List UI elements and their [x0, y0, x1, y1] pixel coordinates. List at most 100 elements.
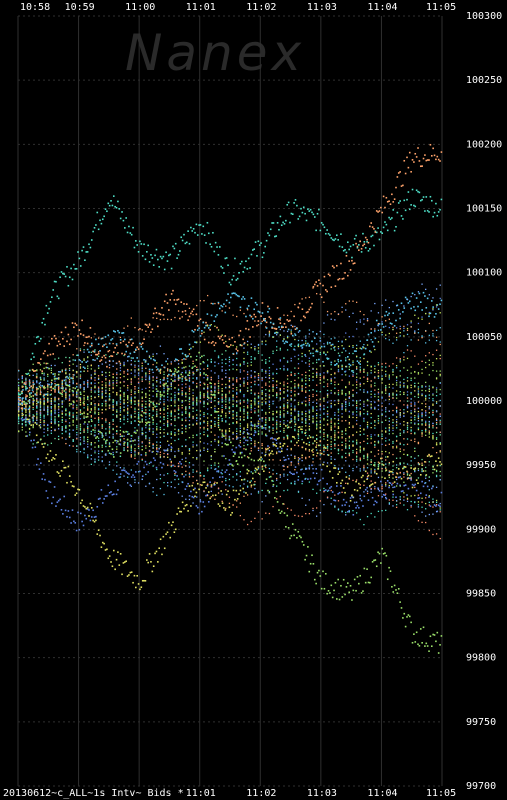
trace-point	[326, 413, 329, 415]
trace-point	[148, 400, 151, 402]
data-point	[291, 213, 294, 215]
trace-point	[163, 407, 165, 409]
data-point	[34, 446, 37, 448]
trace-point	[359, 415, 361, 417]
data-point	[391, 470, 393, 473]
data-point	[63, 495, 66, 498]
data-point	[411, 188, 414, 191]
trace-point	[116, 411, 118, 413]
data-point	[57, 373, 60, 376]
trace-point	[236, 386, 238, 389]
trace-point	[181, 458, 183, 461]
trace-point	[290, 357, 292, 360]
data-point	[209, 497, 211, 500]
trace-point	[61, 401, 63, 403]
data-point	[386, 229, 389, 232]
data-point	[403, 484, 406, 487]
data-point	[413, 306, 415, 308]
data-point	[305, 554, 308, 557]
data-point	[319, 479, 322, 481]
trace-point	[123, 431, 125, 434]
trace-point	[279, 459, 281, 461]
trace-point	[79, 377, 82, 380]
trace-point	[268, 335, 271, 337]
data-point	[232, 275, 235, 277]
trace-point	[167, 485, 169, 487]
trace-point	[337, 352, 340, 354]
data-point	[322, 477, 324, 480]
data-point	[386, 455, 389, 458]
trace-point	[43, 406, 45, 408]
trace-point	[87, 446, 89, 448]
data-point	[347, 482, 349, 485]
trace-point	[43, 404, 45, 406]
trace-point	[243, 360, 245, 363]
data-point	[352, 262, 355, 265]
data-point	[37, 441, 39, 444]
data-point	[263, 470, 265, 473]
data-point	[199, 318, 202, 320]
trace-point	[185, 412, 187, 415]
data-point	[90, 239, 93, 241]
data-point	[214, 494, 217, 496]
data-point	[287, 527, 290, 529]
data-point	[44, 323, 46, 326]
data-point	[426, 645, 429, 647]
data-point	[305, 344, 308, 347]
trace-point	[97, 408, 100, 410]
trace-point	[185, 395, 187, 397]
data-point	[391, 323, 393, 325]
trace-point	[286, 410, 289, 413]
data-point	[437, 308, 440, 310]
data-point	[205, 494, 207, 497]
trace-point	[283, 406, 285, 408]
trace-point	[76, 390, 78, 392]
trace-point	[374, 421, 376, 423]
trace-point	[341, 389, 343, 391]
trace-point	[210, 396, 212, 399]
data-point	[114, 480, 116, 483]
data-point	[326, 290, 328, 293]
trace-point	[414, 390, 416, 392]
trace-point	[152, 450, 154, 453]
trace-point	[348, 366, 351, 368]
trace-point	[432, 398, 434, 400]
data-point	[162, 314, 165, 316]
trace-point	[286, 395, 289, 397]
data-point	[286, 448, 289, 451]
data-point	[413, 204, 415, 207]
trace-point	[334, 436, 336, 439]
trace-point	[236, 421, 238, 423]
trace-point	[199, 341, 202, 343]
data-point	[135, 586, 137, 589]
trace-point	[341, 367, 343, 370]
trace-point	[228, 380, 231, 383]
trace-point	[94, 385, 96, 387]
data-point	[59, 276, 61, 279]
trace-point	[257, 352, 260, 354]
trace-point	[257, 350, 260, 352]
trace-point	[403, 430, 405, 432]
trace-point	[159, 412, 162, 415]
trace-point	[250, 343, 252, 345]
trace-point	[145, 378, 147, 381]
trace-point	[330, 382, 332, 385]
data-point	[274, 235, 276, 238]
data-point	[198, 319, 200, 322]
data-point	[52, 457, 55, 459]
trace-point	[156, 427, 158, 430]
trace-point	[87, 383, 89, 385]
data-point	[411, 486, 414, 489]
data-point	[301, 211, 304, 214]
data-point	[44, 387, 46, 389]
trace-point	[145, 419, 147, 421]
trace-point	[355, 406, 358, 409]
trace-point	[268, 332, 271, 334]
data-point	[203, 481, 206, 484]
trace-point	[61, 419, 63, 422]
trace-point	[163, 413, 165, 415]
data-point	[258, 311, 261, 314]
trace-point	[105, 395, 107, 398]
data-point	[220, 415, 222, 417]
trace-point	[355, 373, 358, 375]
